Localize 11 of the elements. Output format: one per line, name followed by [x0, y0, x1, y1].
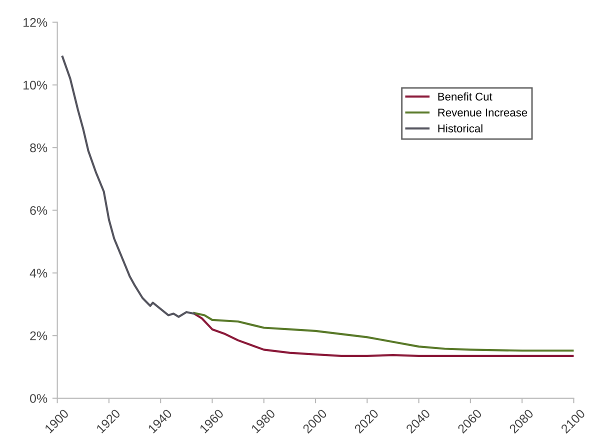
- y-tick-label: 12%: [24, 18, 48, 27]
- legend-label: Historical: [438, 124, 482, 132]
- line-series: [61, 56, 196, 318]
- y-tick-label: 0%: [30, 394, 48, 403]
- y-tick-label: 10%: [24, 80, 48, 90]
- y-tick-label: 6%: [30, 206, 48, 215]
- legend-label: Benefit Cut: [438, 92, 492, 101]
- legend-label: Revenue Increase: [438, 108, 528, 116]
- y-tick-label: 2%: [30, 331, 48, 340]
- y-tick-label: 8%: [30, 143, 48, 152]
- y-tick-label: 4%: [30, 268, 48, 278]
